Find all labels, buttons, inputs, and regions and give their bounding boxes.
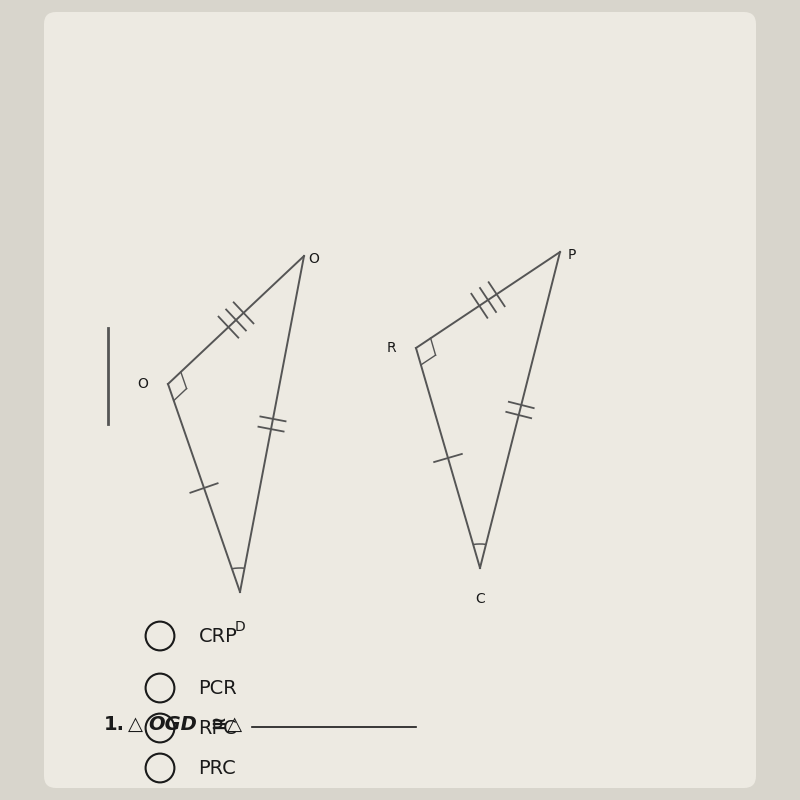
Text: RPC: RPC [198,718,237,738]
Text: CRP: CRP [198,626,237,646]
Text: R: R [386,341,396,355]
Text: OGD: OGD [148,714,197,734]
Text: 1.: 1. [104,714,125,734]
Text: O: O [308,252,319,266]
Text: PCR: PCR [198,678,237,698]
Text: C: C [475,592,485,606]
Text: PRC: PRC [198,758,236,778]
Text: P: P [568,248,576,262]
FancyBboxPatch shape [44,12,756,788]
Text: O: O [137,377,148,391]
Text: ≅△: ≅△ [204,714,242,734]
Text: △: △ [128,714,143,734]
Text: D: D [234,620,246,634]
